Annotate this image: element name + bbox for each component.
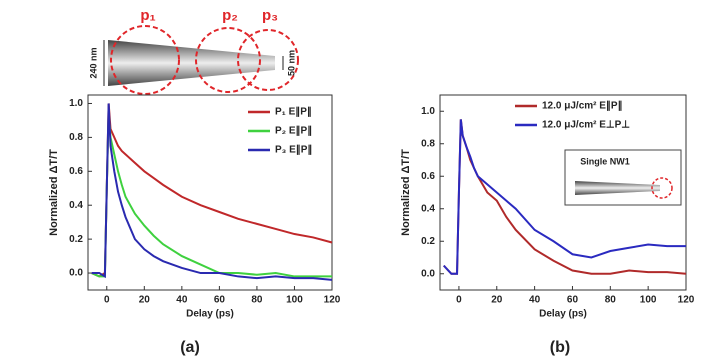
spot: [237, 29, 299, 91]
x-tick-label: 100: [286, 295, 303, 306]
dimension-label: 240 nm: [88, 47, 98, 78]
nanowire-diagram: p₁ p₂ p₃ 240 nm 50 nm: [88, 7, 299, 95]
legend-label: 12.0 μJ/cm² E⊥P⊥: [542, 120, 630, 131]
x-tick-label: 80: [251, 295, 263, 306]
y-tick-label: 0.6: [69, 166, 83, 177]
y-tick-label: 0.6: [421, 171, 435, 182]
inset: Single NW1: [564, 149, 682, 206]
y-tick-label: 1.0: [69, 98, 83, 109]
data-line: [443, 119, 686, 275]
y-tick-label: 0.0: [69, 268, 83, 279]
y-tick-label: 0.8: [421, 138, 435, 149]
x-tick-label: 60: [567, 295, 579, 306]
x-tick-label: 120: [324, 295, 341, 306]
legend-label: P₂ E∥P∥: [275, 126, 312, 137]
spot: [110, 25, 180, 95]
legend-label: 12.0 μJ/cm² E∥P∥: [542, 101, 623, 112]
plot-frame: [439, 94, 687, 291]
plot-frame: [87, 94, 333, 291]
legend-label: P₃ E∥P∥: [275, 145, 312, 156]
panel-label: (b): [550, 339, 570, 356]
nanowire: [108, 40, 275, 86]
x-tick-label: 20: [139, 295, 151, 306]
y-tick-label: 0.4: [421, 203, 435, 214]
x-axis-label: Delay (ps): [539, 309, 587, 320]
x-tick-label: 60: [214, 295, 226, 306]
y-axis-label: Normalized ΔT/T: [400, 149, 412, 236]
data-line: [91, 103, 333, 281]
spot-label: p₂: [222, 7, 238, 24]
x-tick-label: 120: [678, 295, 695, 306]
dimension-label: 50 nm: [286, 50, 296, 76]
x-tick-label: 80: [605, 295, 617, 306]
x-tick-label: 40: [529, 295, 541, 306]
y-tick-label: 0.4: [69, 200, 83, 211]
inset-label: Single NW1: [580, 156, 630, 166]
panel-label: (a): [180, 339, 200, 356]
x-tick-label: 100: [640, 295, 657, 306]
spot: [651, 177, 673, 199]
y-tick-label: 0.2: [421, 236, 435, 247]
spot-label: p₃: [262, 7, 278, 24]
x-tick-label: 40: [176, 295, 188, 306]
x-tick-label: 0: [456, 295, 462, 306]
y-tick-label: 0.2: [69, 234, 83, 245]
y-tick-label: 0.0: [421, 268, 435, 279]
legend-label: P₁ E∥P∥: [275, 107, 312, 118]
spot: [195, 27, 261, 93]
spot-label: p₁: [140, 7, 155, 24]
y-tick-label: 1.0: [421, 106, 435, 117]
x-tick-label: 20: [491, 295, 503, 306]
x-axis-label: Delay (ps): [186, 309, 234, 320]
y-tick-label: 0.8: [69, 132, 83, 143]
y-axis-label: Normalized ΔT/T: [48, 149, 60, 236]
x-tick-label: 0: [104, 295, 110, 306]
nanowire: [575, 181, 660, 195]
